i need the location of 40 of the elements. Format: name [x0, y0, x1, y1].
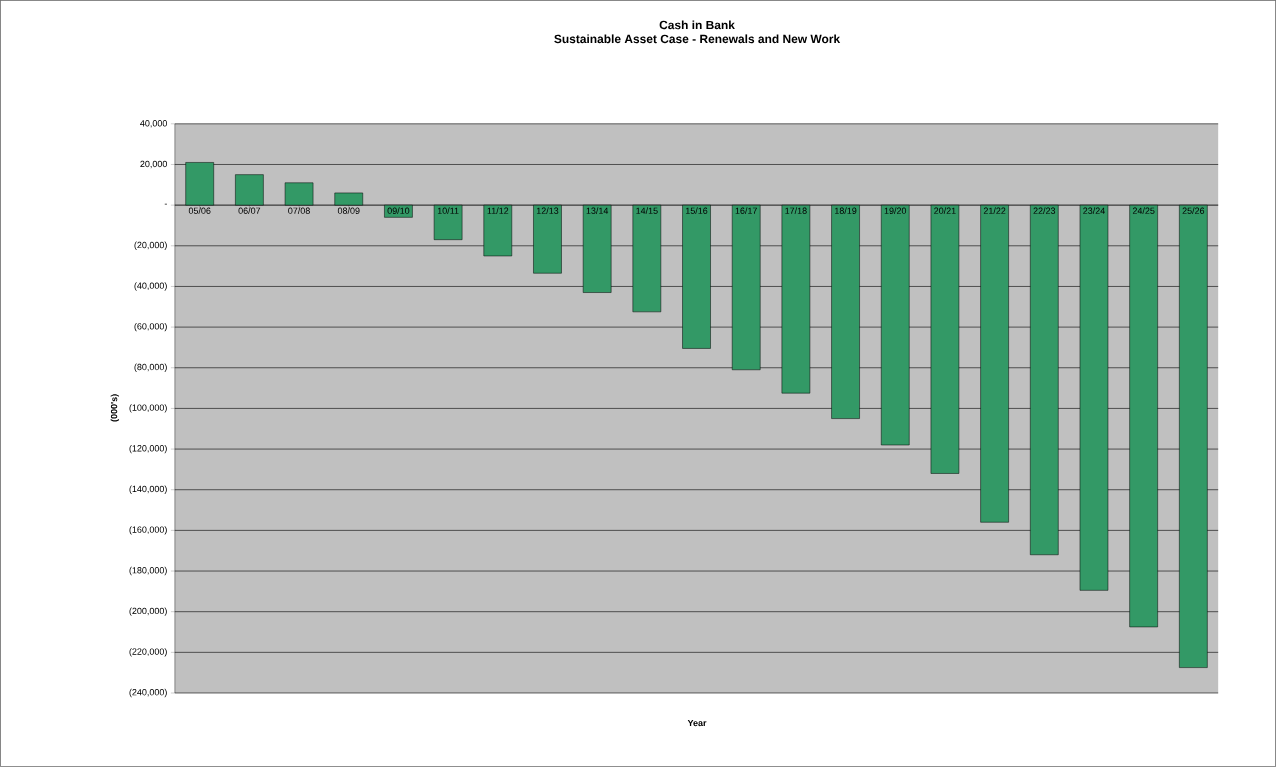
x-tick-label: 07/08	[288, 207, 310, 215]
y-tick-label: (220,000)	[129, 648, 167, 657]
y-tick-label: (240,000)	[129, 688, 167, 698]
x-tick-label: 22/23	[1033, 207, 1056, 215]
x-tick-label: 25/26	[1182, 207, 1205, 215]
x-tick-label: 11/12	[487, 207, 509, 215]
y-tick-label: 20,000	[140, 160, 167, 169]
chart-subtitle: Sustainable Asset Case - Renewals and New Work	[554, 34, 841, 44]
y-tick-label: (100,000)	[129, 404, 167, 413]
x-tick-label: 24/25	[1132, 207, 1155, 215]
x-tick-label: 05/06	[188, 207, 211, 215]
y-tick-label: -	[164, 203, 167, 205]
x-tick-label: 13/14	[586, 207, 609, 215]
y-tick-label: (180,000)	[129, 566, 167, 576]
x-tick-label: 06/07	[238, 207, 261, 215]
x-tick-label: 17/18	[785, 207, 807, 215]
x-axis-title: Year	[687, 719, 707, 727]
y-tick-label: (160,000)	[129, 526, 167, 535]
y-tick-label: (120,000)	[129, 444, 167, 454]
y-tick-label: (60,000)	[134, 323, 167, 332]
y-axis-title: (000's)	[110, 394, 120, 422]
x-tick-label: 09/10	[387, 207, 410, 215]
x-tick-label: 08/09	[337, 207, 360, 215]
y-tick-label: (40,000)	[134, 282, 167, 291]
x-tick-label: 14/15	[636, 207, 658, 215]
y-tick-label: (80,000)	[134, 363, 167, 373]
x-tick-label: 23/24	[1083, 207, 1105, 215]
x-tick-label: 19/20	[884, 207, 907, 215]
x-tick-label: 21/22	[983, 207, 1006, 215]
x-tick-label: 12/13	[536, 207, 559, 215]
x-tick-label: 16/17	[735, 207, 757, 215]
y-tick-label: (200,000)	[129, 607, 167, 616]
x-tick-label: 15/16	[685, 207, 708, 215]
y-tick-label: (140,000)	[129, 485, 167, 494]
chart-title: Cash in Bank	[659, 20, 735, 30]
y-tick-label: 40,000	[140, 120, 167, 128]
x-tick-label: 18/19	[835, 207, 857, 215]
x-tick-label: 20/21	[934, 207, 956, 215]
y-tick-label: (20,000)	[134, 241, 167, 251]
x-tick-label: 10/11	[437, 207, 459, 215]
